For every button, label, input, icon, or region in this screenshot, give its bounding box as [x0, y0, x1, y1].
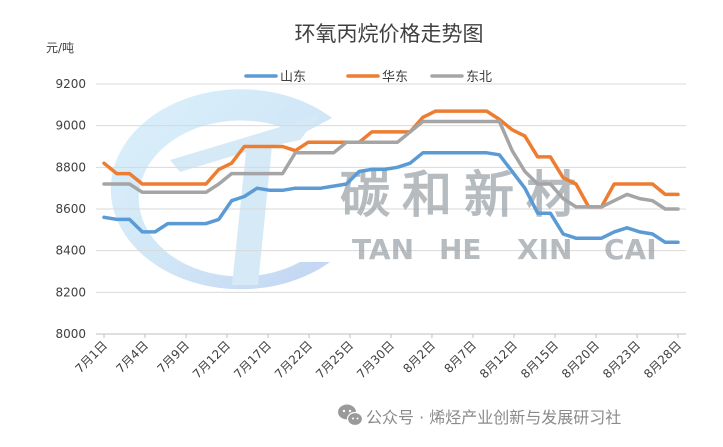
- x-tick-label: 8月2日: [400, 338, 438, 376]
- x-tick-label: 8月15日: [518, 338, 561, 381]
- y-tick-label: 8600: [55, 202, 86, 216]
- watermark-en-4: CAI: [604, 233, 657, 266]
- x-tick-label: 7月12日: [190, 338, 233, 381]
- x-tick-label: 7月9日: [154, 338, 192, 376]
- y-tick-label: 8400: [55, 244, 86, 258]
- x-tick-label: 8月28日: [641, 338, 684, 381]
- y-tick-label: 9200: [55, 77, 86, 91]
- legend-label: 东北: [466, 70, 492, 85]
- watermark-text: 碳和新材 TAN HE XIN CAI: [340, 166, 657, 266]
- footer: 公众号 · 烯烃产业创新与发展研习社: [338, 404, 621, 427]
- series-line-2: [102, 109, 680, 209]
- x-tick-label: 7月1日: [72, 338, 110, 376]
- y-tick-label: 8000: [55, 327, 86, 341]
- x-tick-label: 7月30日: [354, 338, 397, 381]
- y-axis-unit: 元/吨: [46, 41, 74, 55]
- x-tick-label: 7月25日: [313, 338, 356, 381]
- legend: 山东 华东 东北: [244, 70, 492, 85]
- x-tick-label: 7月4日: [113, 338, 151, 376]
- legend-label: 华东: [382, 70, 408, 85]
- watermark-en-2: HE: [439, 233, 482, 266]
- watermark-en-3: XIN: [517, 233, 572, 266]
- series-line-3: [102, 119, 680, 211]
- chart-title: 环氧丙烷价格走势图: [295, 22, 484, 46]
- x-tick-label: 7月22日: [272, 338, 315, 381]
- y-tick-label: 8800: [55, 160, 86, 174]
- wechat-icon: [338, 404, 364, 427]
- x-tick-label: 8月12日: [477, 338, 520, 381]
- x-tick-label: 8月23日: [600, 338, 643, 381]
- x-tick-label: 8月7日: [441, 338, 479, 376]
- series-lines: [102, 109, 680, 245]
- x-tick-label: 7月17日: [231, 338, 274, 381]
- legend-label: 山东: [280, 70, 306, 85]
- y-tick-label: 9000: [55, 119, 86, 133]
- x-tick-label: 8月20日: [559, 338, 602, 381]
- watermark-logo: [110, 89, 332, 290]
- watermark-en-1: TAN: [352, 233, 414, 266]
- y-tick-label: 8200: [55, 285, 86, 299]
- series-line-1: [102, 151, 680, 245]
- y-tick-labels: 8000 8200 8400 8600 8800 9000 9200: [55, 77, 86, 341]
- footer-text: 公众号 · 烯烃产业创新与发展研习社: [366, 408, 621, 427]
